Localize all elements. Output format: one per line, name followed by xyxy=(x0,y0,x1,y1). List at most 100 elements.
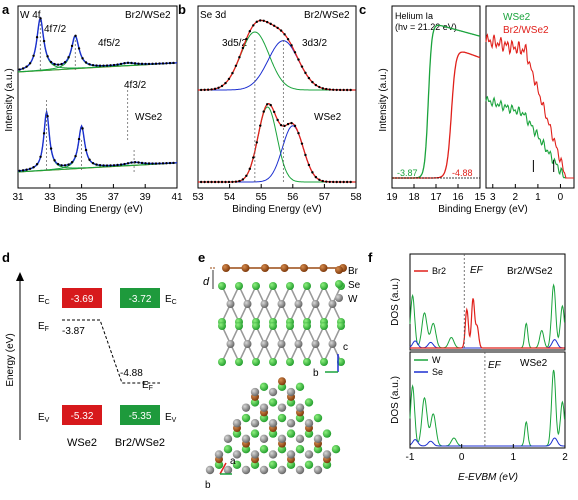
a-point-0 xyxy=(168,61,172,65)
d-ef-right-label: EF xyxy=(142,380,153,392)
a-point-1 xyxy=(67,163,70,166)
b-point-0 xyxy=(252,24,255,27)
a-point-0 xyxy=(53,62,56,66)
e-w-atom xyxy=(328,300,337,308)
e-top-w xyxy=(250,450,260,459)
b-point-1 xyxy=(332,180,335,184)
b-point-1 xyxy=(262,110,265,113)
c-tick-label: 2 xyxy=(513,192,519,203)
a-point-1 xyxy=(88,158,91,161)
b-point-0 xyxy=(342,88,345,92)
e-top-w xyxy=(304,419,314,428)
b-point-1 xyxy=(345,180,349,184)
e-top-w xyxy=(313,465,323,475)
a-point-1 xyxy=(84,148,88,152)
b-tick-label: 57 xyxy=(319,192,331,203)
f-top-br xyxy=(410,298,565,349)
d-ec-left-box xyxy=(62,288,102,308)
panel-b: b Se 3d Br2/WSe2 WSe2 3d5/2 3d3/2 53 54 55… xyxy=(178,2,362,215)
a-point-1 xyxy=(98,164,102,167)
c-photon: (hν = 21.22 eV) xyxy=(395,22,457,32)
a-point-0 xyxy=(84,61,88,64)
e-d-label: d xyxy=(203,276,210,288)
b-point-0 xyxy=(321,87,325,90)
b-point-0 xyxy=(311,80,314,84)
panel-letter-d: d xyxy=(2,250,10,265)
b-point-1 xyxy=(206,180,210,184)
b-point-1 xyxy=(286,122,290,126)
e-top-w xyxy=(295,403,305,412)
e-w-atom xyxy=(226,340,235,348)
b-point-1 xyxy=(339,180,342,184)
a-point-1 xyxy=(74,154,77,158)
b-peak1: 3d5/2 xyxy=(222,38,247,49)
a-point-1 xyxy=(165,162,168,165)
a-tick-label: 31 xyxy=(12,192,24,203)
c-tick-label: 15 xyxy=(474,192,486,203)
e-top-se xyxy=(313,413,323,423)
b-point-1 xyxy=(217,180,220,184)
a-point-0 xyxy=(98,64,102,67)
e-top-w xyxy=(250,419,260,428)
a-point-1 xyxy=(133,161,137,164)
e-se-atom xyxy=(218,358,226,366)
d-ev-right-box xyxy=(120,405,160,425)
a-point-1 xyxy=(60,164,63,167)
b-point-0 xyxy=(238,55,241,59)
f-top-w xyxy=(409,283,565,349)
b-point-1 xyxy=(245,174,248,178)
b-point-1 xyxy=(335,180,338,184)
a-point-1 xyxy=(147,162,151,165)
a-point-1 xyxy=(140,161,144,165)
e-top-se xyxy=(322,429,332,438)
b-point-0 xyxy=(224,81,227,85)
b-tick-label: 53 xyxy=(192,192,204,203)
e-top-w xyxy=(259,465,269,475)
a-tick-label: 41 xyxy=(171,192,183,203)
b-point-1 xyxy=(248,167,252,171)
e-axis-b2-label: b xyxy=(205,480,211,491)
a-point-0 xyxy=(32,54,35,58)
e-top-se xyxy=(286,398,296,407)
b-point-0 xyxy=(245,37,248,41)
a-point-0 xyxy=(46,55,49,58)
b-point-0 xyxy=(266,20,269,24)
e-w-atom xyxy=(277,300,286,308)
e-se-atom xyxy=(218,282,226,290)
plot-frame-b xyxy=(197,5,357,189)
a-point-1 xyxy=(102,164,105,167)
f-tick-label: -1 xyxy=(406,452,415,463)
b-point-0 xyxy=(307,76,311,80)
e-top-se xyxy=(250,460,260,469)
b-point-1 xyxy=(349,180,352,184)
d-ec-left-label: EC xyxy=(38,294,50,306)
e-top-se xyxy=(277,413,287,423)
e-se-atom xyxy=(337,358,345,366)
b-point-1 xyxy=(276,118,279,122)
c-tick-label: 19 xyxy=(386,192,398,203)
a-point-0 xyxy=(133,62,137,65)
b-point-0 xyxy=(279,29,283,32)
a-point-0 xyxy=(35,35,39,39)
a-peak2: 4f5/2 xyxy=(98,38,121,49)
b-point-0 xyxy=(314,83,318,87)
a-point-1 xyxy=(28,167,32,170)
e-legend-br-dot xyxy=(335,266,343,274)
panel-letter-a: a xyxy=(2,2,10,17)
e-se-atom xyxy=(218,322,226,330)
e-top-w xyxy=(286,387,296,397)
e-w-atom xyxy=(294,340,303,348)
plot-frame-c-left xyxy=(391,5,481,189)
e-top-se xyxy=(250,429,260,438)
e-se-atom xyxy=(337,322,345,330)
a-ticks: 31 33 35 37 39 41 xyxy=(12,184,183,203)
b-point-0 xyxy=(255,20,258,24)
a-point-0 xyxy=(172,61,175,65)
panel-d: d Energy (eV) EC -3.69 -3.72 EC EF -3.87… xyxy=(2,250,177,449)
e-se-atom xyxy=(320,358,328,366)
e-se-atom xyxy=(269,322,277,330)
e-top-se xyxy=(241,444,251,454)
a-point-1 xyxy=(168,161,172,165)
b-point-0 xyxy=(297,58,300,61)
a-point-1 xyxy=(91,161,95,165)
